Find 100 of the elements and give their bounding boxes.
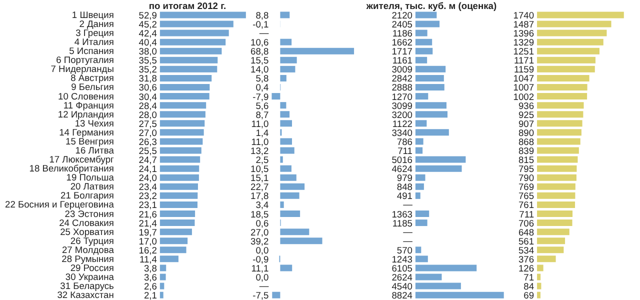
data-label: 1186 (392, 28, 412, 39)
data-label: 24,1 (138, 164, 157, 174)
data-label: 2,6 (144, 282, 157, 292)
data-label: 765 (518, 191, 534, 202)
data-label: 25,5 (138, 146, 157, 156)
y-tick-label: 13 Чехия (74, 118, 114, 128)
data-label: -7,5 (252, 290, 269, 300)
data-label: 28,4 (138, 100, 157, 111)
data-label: 84 (524, 282, 534, 292)
data-label: 23,4 (138, 182, 157, 192)
data-label: 3,4 (256, 200, 269, 210)
bar (537, 165, 577, 172)
bar (160, 228, 192, 236)
data-label: 71 (524, 272, 534, 283)
bar (160, 165, 200, 172)
data-label: 10,6 (250, 38, 269, 48)
data-label: 3099 (392, 100, 412, 111)
data-label: 1662 (392, 38, 412, 48)
y-tick-label: 14 Германия (59, 127, 114, 138)
data-label: 1161 (392, 56, 412, 66)
bar (280, 165, 292, 172)
bar (415, 120, 427, 127)
bar (537, 129, 582, 136)
y-tick-label: 8 Австрия (70, 73, 114, 84)
bar (160, 183, 198, 190)
bar (280, 192, 300, 199)
bar (415, 292, 504, 298)
data-label: 27,0 (250, 227, 269, 238)
y-tick-label: 2 Дания (79, 18, 114, 29)
bar (415, 147, 423, 154)
bar (280, 12, 290, 18)
bar (160, 192, 198, 199)
data-label: 491 (396, 191, 412, 202)
bar (415, 48, 433, 54)
data-label: 5,6 (256, 100, 269, 111)
data-label: 1329 (513, 38, 534, 48)
y-tick-label: 3 Греция (76, 28, 114, 38)
bar (537, 274, 541, 280)
bar (280, 238, 322, 244)
data-label: 17,8 (250, 191, 269, 202)
data-label: -0,9 (252, 254, 269, 264)
data-label: 1185 (392, 218, 412, 228)
bar (537, 238, 566, 244)
data-label: 534 (518, 245, 534, 256)
data-label: 561 (518, 236, 534, 246)
bar (415, 84, 444, 90)
y-tick-label: 28 Румыния (62, 254, 114, 264)
bar (537, 192, 576, 199)
bar (537, 210, 573, 218)
data-label: 11,1 (251, 263, 269, 274)
data-label: 10,5 (250, 164, 269, 174)
data-label: 376 (518, 254, 534, 264)
data-label: 15,5 (250, 56, 269, 66)
data-label: 1251 (513, 46, 534, 57)
bar (537, 120, 582, 127)
data-label: 30,6 (138, 82, 157, 93)
bar (537, 56, 596, 64)
bar (415, 183, 424, 190)
data-label: 2888 (392, 82, 412, 93)
bar (537, 38, 604, 46)
bar (160, 201, 198, 208)
text: — (403, 226, 412, 237)
y-tick-label: 12 Ирландия (58, 109, 114, 120)
bar (160, 220, 195, 226)
bar (160, 12, 246, 18)
bar (415, 30, 428, 36)
bar (415, 174, 426, 181)
bar (280, 74, 286, 82)
data-label: 24,7 (138, 155, 157, 166)
data-label: 0,0 (256, 272, 269, 283)
data-label: 11,0 (251, 118, 269, 129)
bar (415, 74, 444, 82)
data-label: 0,0 (256, 245, 269, 256)
bar (537, 183, 576, 190)
y-tick-label: 9 Бельгия (71, 82, 114, 92)
bar (415, 165, 462, 172)
data-label: 1717 (392, 46, 412, 57)
bar (537, 292, 540, 298)
y-tick-label: 31 Беларусь (60, 281, 114, 292)
y-tick-label: 32 Казахстан (57, 290, 114, 300)
data-label: 1002 (513, 92, 534, 102)
bar (415, 12, 437, 18)
bar (280, 66, 296, 72)
bar (272, 93, 280, 100)
bar (415, 264, 477, 272)
bar (280, 120, 292, 127)
bar (537, 228, 570, 236)
bar (415, 93, 428, 100)
data-label: 790 (518, 173, 534, 184)
data-label: 839 (518, 146, 534, 156)
data-label: 30,4 (138, 92, 157, 102)
bar (537, 201, 576, 208)
bar (280, 183, 305, 190)
bar (415, 129, 449, 136)
bar (537, 156, 578, 163)
data-label: 0,4 (256, 82, 269, 93)
bar (160, 246, 186, 254)
bar (415, 38, 432, 46)
data-label: 711 (519, 209, 534, 220)
data-label: 979 (396, 173, 412, 184)
